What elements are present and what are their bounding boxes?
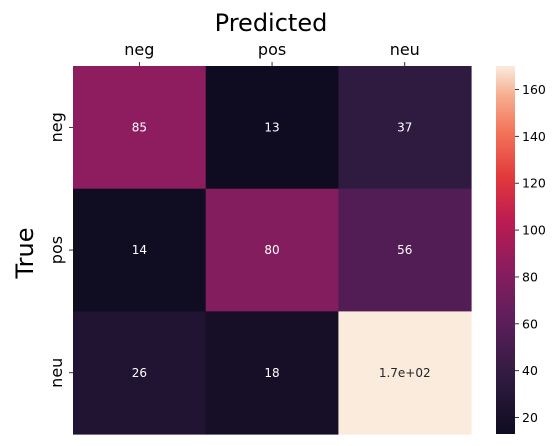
- heatmap-cell: [205, 311, 339, 435]
- colorbar: 20 40 60 80 100 120 140 160: [496, 66, 546, 434]
- cell-annotation: 37: [397, 120, 412, 134]
- cell-annotation: 18: [264, 366, 279, 380]
- colorbar-tick-label: 100: [522, 223, 546, 238]
- y-tick-label: neg: [47, 112, 66, 142]
- y-tick-labels: neg pos neu: [47, 112, 73, 388]
- colorbar-tick-label: 80: [522, 269, 538, 284]
- heatmap-cell: [73, 66, 207, 190]
- colorbar-tick-label: 40: [522, 363, 538, 378]
- y-tick-label: pos: [47, 236, 66, 264]
- heatmap-cell: [73, 311, 207, 435]
- cell-annotation: 26: [132, 366, 147, 380]
- colorbar-tick-label: 120: [522, 176, 546, 191]
- cell-annotation: 56: [397, 243, 412, 257]
- heatmap-cell: [73, 188, 207, 312]
- heatmap-cells: [73, 66, 472, 435]
- cell-annotation: 13: [264, 120, 279, 134]
- heatmap-cell: [205, 66, 339, 190]
- heatmap-cell: [338, 311, 472, 435]
- x-tick-label: neu: [390, 40, 420, 59]
- heatmap-cell: [338, 66, 472, 190]
- x-axis-label: Predicted: [215, 9, 328, 37]
- colorbar-gradient: [496, 66, 515, 434]
- cell-annotation: 1.7e+02: [379, 366, 431, 380]
- x-tick-labels: neg pos neu: [124, 40, 420, 66]
- y-tick-label: neu: [47, 358, 66, 388]
- cell-annotation: 14: [132, 243, 147, 257]
- colorbar-tick-label: 160: [522, 82, 546, 97]
- x-tick-label: pos: [258, 40, 286, 59]
- x-tick-label: neg: [124, 40, 154, 59]
- cell-annotation: 85: [132, 120, 147, 134]
- cell-annotations: 85 13 37 14 80 56 26 18 1.7e+02: [132, 120, 431, 379]
- colorbar-tick-label: 20: [522, 410, 538, 425]
- heatmap-cell: [338, 188, 472, 312]
- y-axis-label: True: [11, 228, 39, 280]
- colorbar-ticks: 20 40 60 80 100 120 140 160: [515, 82, 546, 425]
- cell-annotation: 80: [264, 243, 279, 257]
- colorbar-tick-label: 60: [522, 316, 538, 331]
- colorbar-tick-label: 140: [522, 129, 546, 144]
- heatmap-cell: [205, 188, 339, 312]
